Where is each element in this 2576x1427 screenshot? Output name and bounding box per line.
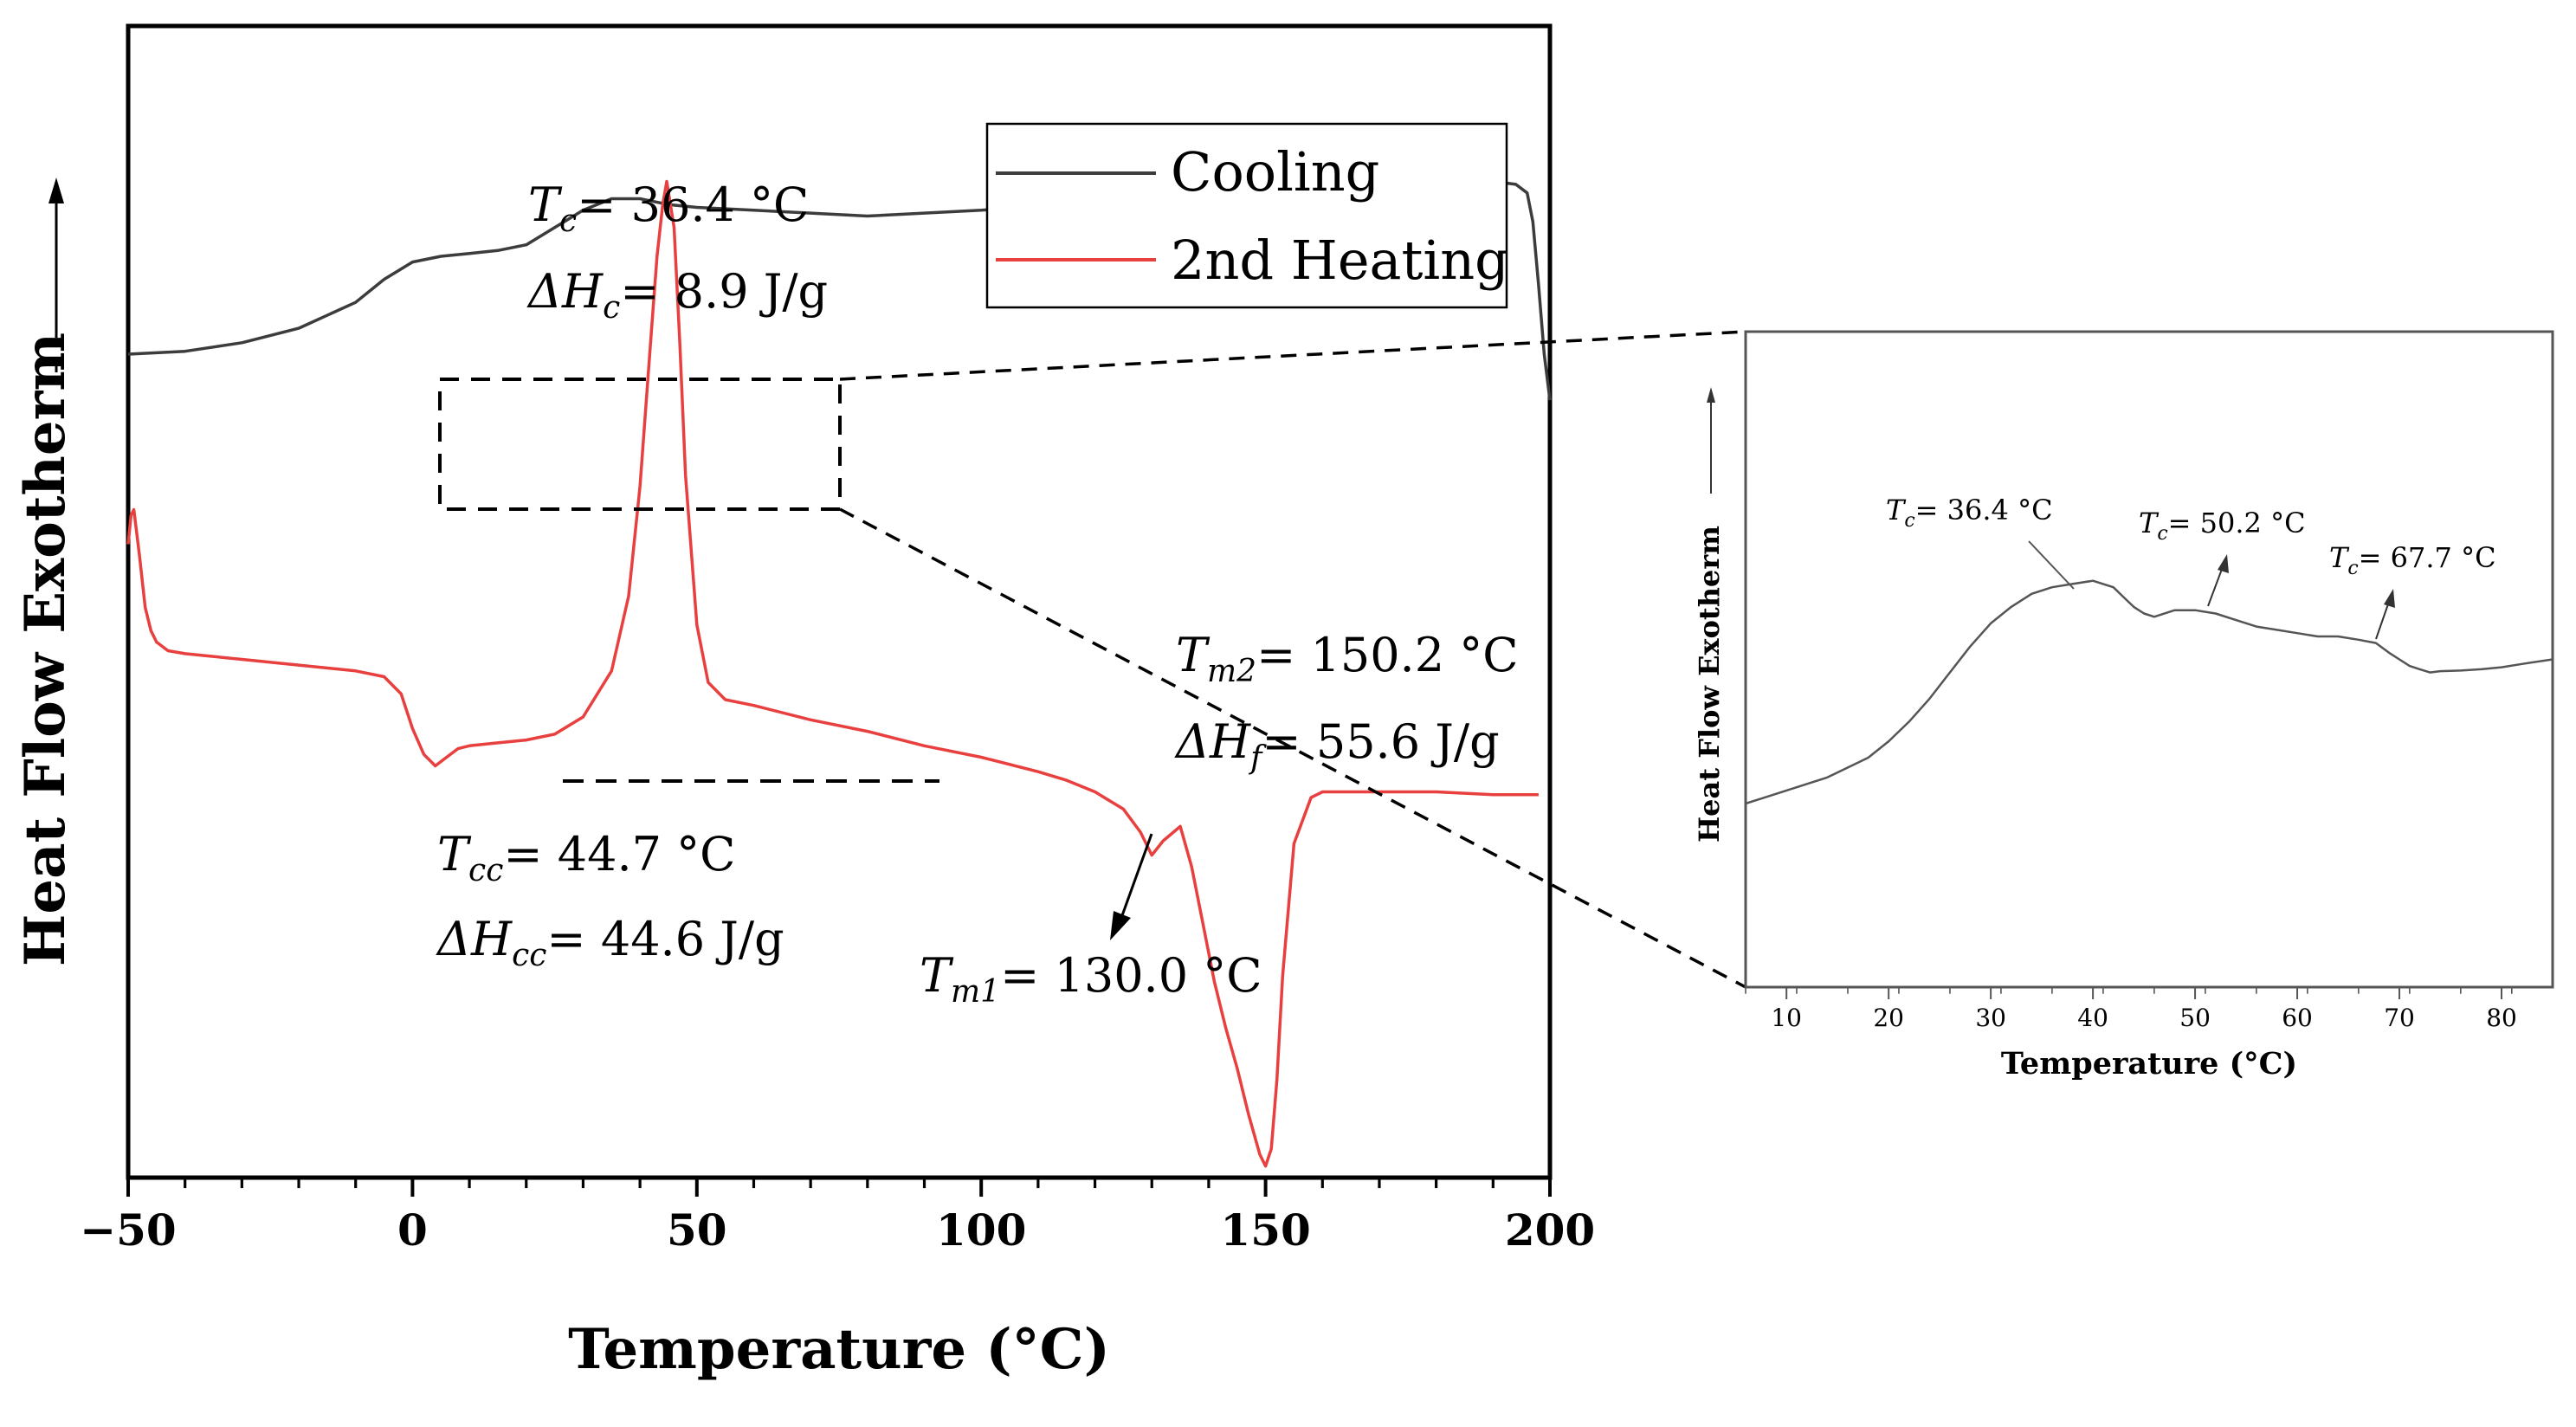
inset-tc3-symbol: T <box>2329 541 2350 574</box>
tm1-arrow-head <box>1110 911 1131 940</box>
series-line-cooling-zoom- <box>1745 579 2553 805</box>
svg-text:Tm1= 130.0 °C: Tm1= 130.0 °C <box>920 948 1262 1010</box>
zoom-connector-bottom <box>839 507 1746 989</box>
tm2-subscript: m2 <box>1207 654 1256 689</box>
x-tick-label-3: 100 <box>936 1204 1026 1256</box>
inset-tc3-arrow-head <box>2384 589 2395 608</box>
legend-label-heating: 2nd Heating <box>1171 229 1509 292</box>
dhcc-value: = 44.6 J/g <box>546 912 784 966</box>
main-plot-frame <box>126 23 1553 1180</box>
dhc-symbol: ΔH <box>526 264 604 319</box>
annotation-dhcc: ΔHcc= 44.6 J/g <box>436 912 784 973</box>
inset-annotation-tc1: Tc= 36.4 °C <box>1886 494 2053 532</box>
series-line-2nd-heating <box>126 179 1539 1168</box>
tm1-value: = 130.0 °C <box>1000 948 1262 1003</box>
tm2-value: = 150.2 °C <box>1256 628 1518 682</box>
x-tick-label-1: 20 <box>1873 1004 1904 1032</box>
inset-tc1-symbol: T <box>1886 494 1907 526</box>
inset-annotation-tc2: Tc= 50.2 °C <box>2139 507 2306 545</box>
svg-text:Tm2= 150.2 °C: Tm2= 150.2 °C <box>1176 628 1519 689</box>
inset-tc1-value: = 36.4 °C <box>1915 494 2053 526</box>
main-y-arrow-head <box>48 178 64 203</box>
inset-tc2-subscript: c <box>2157 523 2167 545</box>
annotation-tc: Tc= 36.4 °C <box>528 178 809 239</box>
dhc-subscript: c <box>603 290 620 326</box>
inset-curves <box>1745 579 2553 805</box>
svg-text:Tc= 67.7 °C: Tc= 67.7 °C <box>2329 541 2496 579</box>
inset-y-axis-label: Heat Flow Exotherm <box>1693 526 1726 843</box>
tm1-subscript: m1 <box>951 974 1000 1010</box>
tc-value: = 36.4 °C <box>577 178 809 232</box>
dhcc-subscript: cc <box>512 938 546 973</box>
legend-box <box>985 122 1508 309</box>
x-tick-label-3: 40 <box>2077 1004 2108 1032</box>
inset-tc2-arrow-line <box>2207 564 2224 607</box>
main-curves <box>126 179 1552 1168</box>
annotation-tm2: Tm2= 150.2 °C <box>1176 628 1519 689</box>
tc-subscript: c <box>559 203 577 239</box>
x-tick-label-5: 60 <box>2282 1004 2313 1032</box>
series-line-cooling <box>127 179 1552 401</box>
svg-text:Tcc= 44.7 °C: Tcc= 44.7 °C <box>437 827 736 888</box>
annotation-dhc: ΔHc= 8.9 J/g <box>526 264 828 326</box>
inset-tc3-arrow-line <box>2375 598 2391 640</box>
inset-x-axis-label: Temperature (°C) <box>2001 1046 2297 1082</box>
inset-tc1-arrow <box>2028 540 2075 590</box>
x-tick-label-6: 70 <box>2384 1004 2415 1032</box>
inset-tc2-arrow-head <box>2218 554 2229 573</box>
inset-annotation-tc3: Tc= 67.7 °C <box>2329 541 2496 579</box>
inset-x-ticks: 10 20 30 40 50 60 70 80 <box>1745 987 2517 1032</box>
x-tick-label-7: 80 <box>2486 1004 2517 1032</box>
zoom-region-box <box>438 378 842 511</box>
tcc-value: = 44.7 °C <box>503 827 735 881</box>
svg-text:ΔHf= 55.6 J/g: ΔHf= 55.6 J/g <box>1174 714 1500 776</box>
annotation-dhf: ΔHf= 55.6 J/g <box>1174 714 1500 776</box>
dhc-value: = 8.9 J/g <box>620 264 828 319</box>
x-tick-label-0: −50 <box>80 1204 176 1256</box>
dhcc-symbol: ΔH <box>436 912 513 966</box>
annotation-tcc: Tcc= 44.7 °C <box>437 827 736 888</box>
main-y-axis-label: Heat Flow Exotherm <box>13 333 78 966</box>
dhf-symbol: ΔH <box>1174 714 1251 769</box>
main-x-axis-label: Temperature (°C) <box>568 1317 1110 1382</box>
tm2-symbol: T <box>1176 628 1211 682</box>
tm1-symbol: T <box>920 948 954 1003</box>
inset-y-arrow-head <box>1707 387 1715 403</box>
legend-label-cooling: Cooling <box>1171 140 1379 203</box>
x-tick-label-2: 30 <box>1975 1004 2006 1032</box>
svg-text:Tc= 50.2 °C: Tc= 50.2 °C <box>2139 507 2306 545</box>
inset-tc2-value: = 50.2 °C <box>2168 507 2306 539</box>
x-tick-label-5: 200 <box>1505 1204 1595 1256</box>
x-tick-label-1: 0 <box>397 1204 428 1256</box>
inset-plot-frame <box>1744 330 2554 989</box>
zoom-connector-top <box>839 330 1746 381</box>
tcc-symbol: T <box>437 827 472 881</box>
main-x-ticks: −50 0 50 100 150 200 <box>80 1178 1595 1256</box>
tc-symbol: T <box>528 178 563 232</box>
svg-text:ΔHcc= 44.6 J/g: ΔHcc= 44.6 J/g <box>436 912 784 973</box>
inset-tc1-subscript: c <box>1904 510 1914 532</box>
dhf-value: = 55.6 J/g <box>1262 714 1499 769</box>
tm1-arrow-line <box>1120 833 1153 919</box>
inset-tc2-symbol: T <box>2139 507 2160 539</box>
annotation-tm1: Tm1= 130.0 °C <box>920 948 1262 1010</box>
svg-text:Tc= 36.4 °C: Tc= 36.4 °C <box>1886 494 2053 532</box>
inset-tc3-subscript: c <box>2347 558 2358 579</box>
svg-text:Tc= 36.4 °C: Tc= 36.4 °C <box>528 178 809 239</box>
x-tick-label-4: 150 <box>1220 1204 1310 1256</box>
legend: Cooling 2nd Heating <box>985 122 1509 309</box>
x-tick-label-4: 50 <box>2179 1004 2211 1032</box>
tcc-subscript: cc <box>468 853 503 888</box>
svg-text:ΔHc= 8.9 J/g: ΔHc= 8.9 J/g <box>526 264 828 326</box>
x-tick-label-2: 50 <box>667 1204 727 1256</box>
inset-tc3-value: = 67.7 °C <box>2359 541 2496 574</box>
x-tick-label-0: 10 <box>1771 1004 1802 1032</box>
